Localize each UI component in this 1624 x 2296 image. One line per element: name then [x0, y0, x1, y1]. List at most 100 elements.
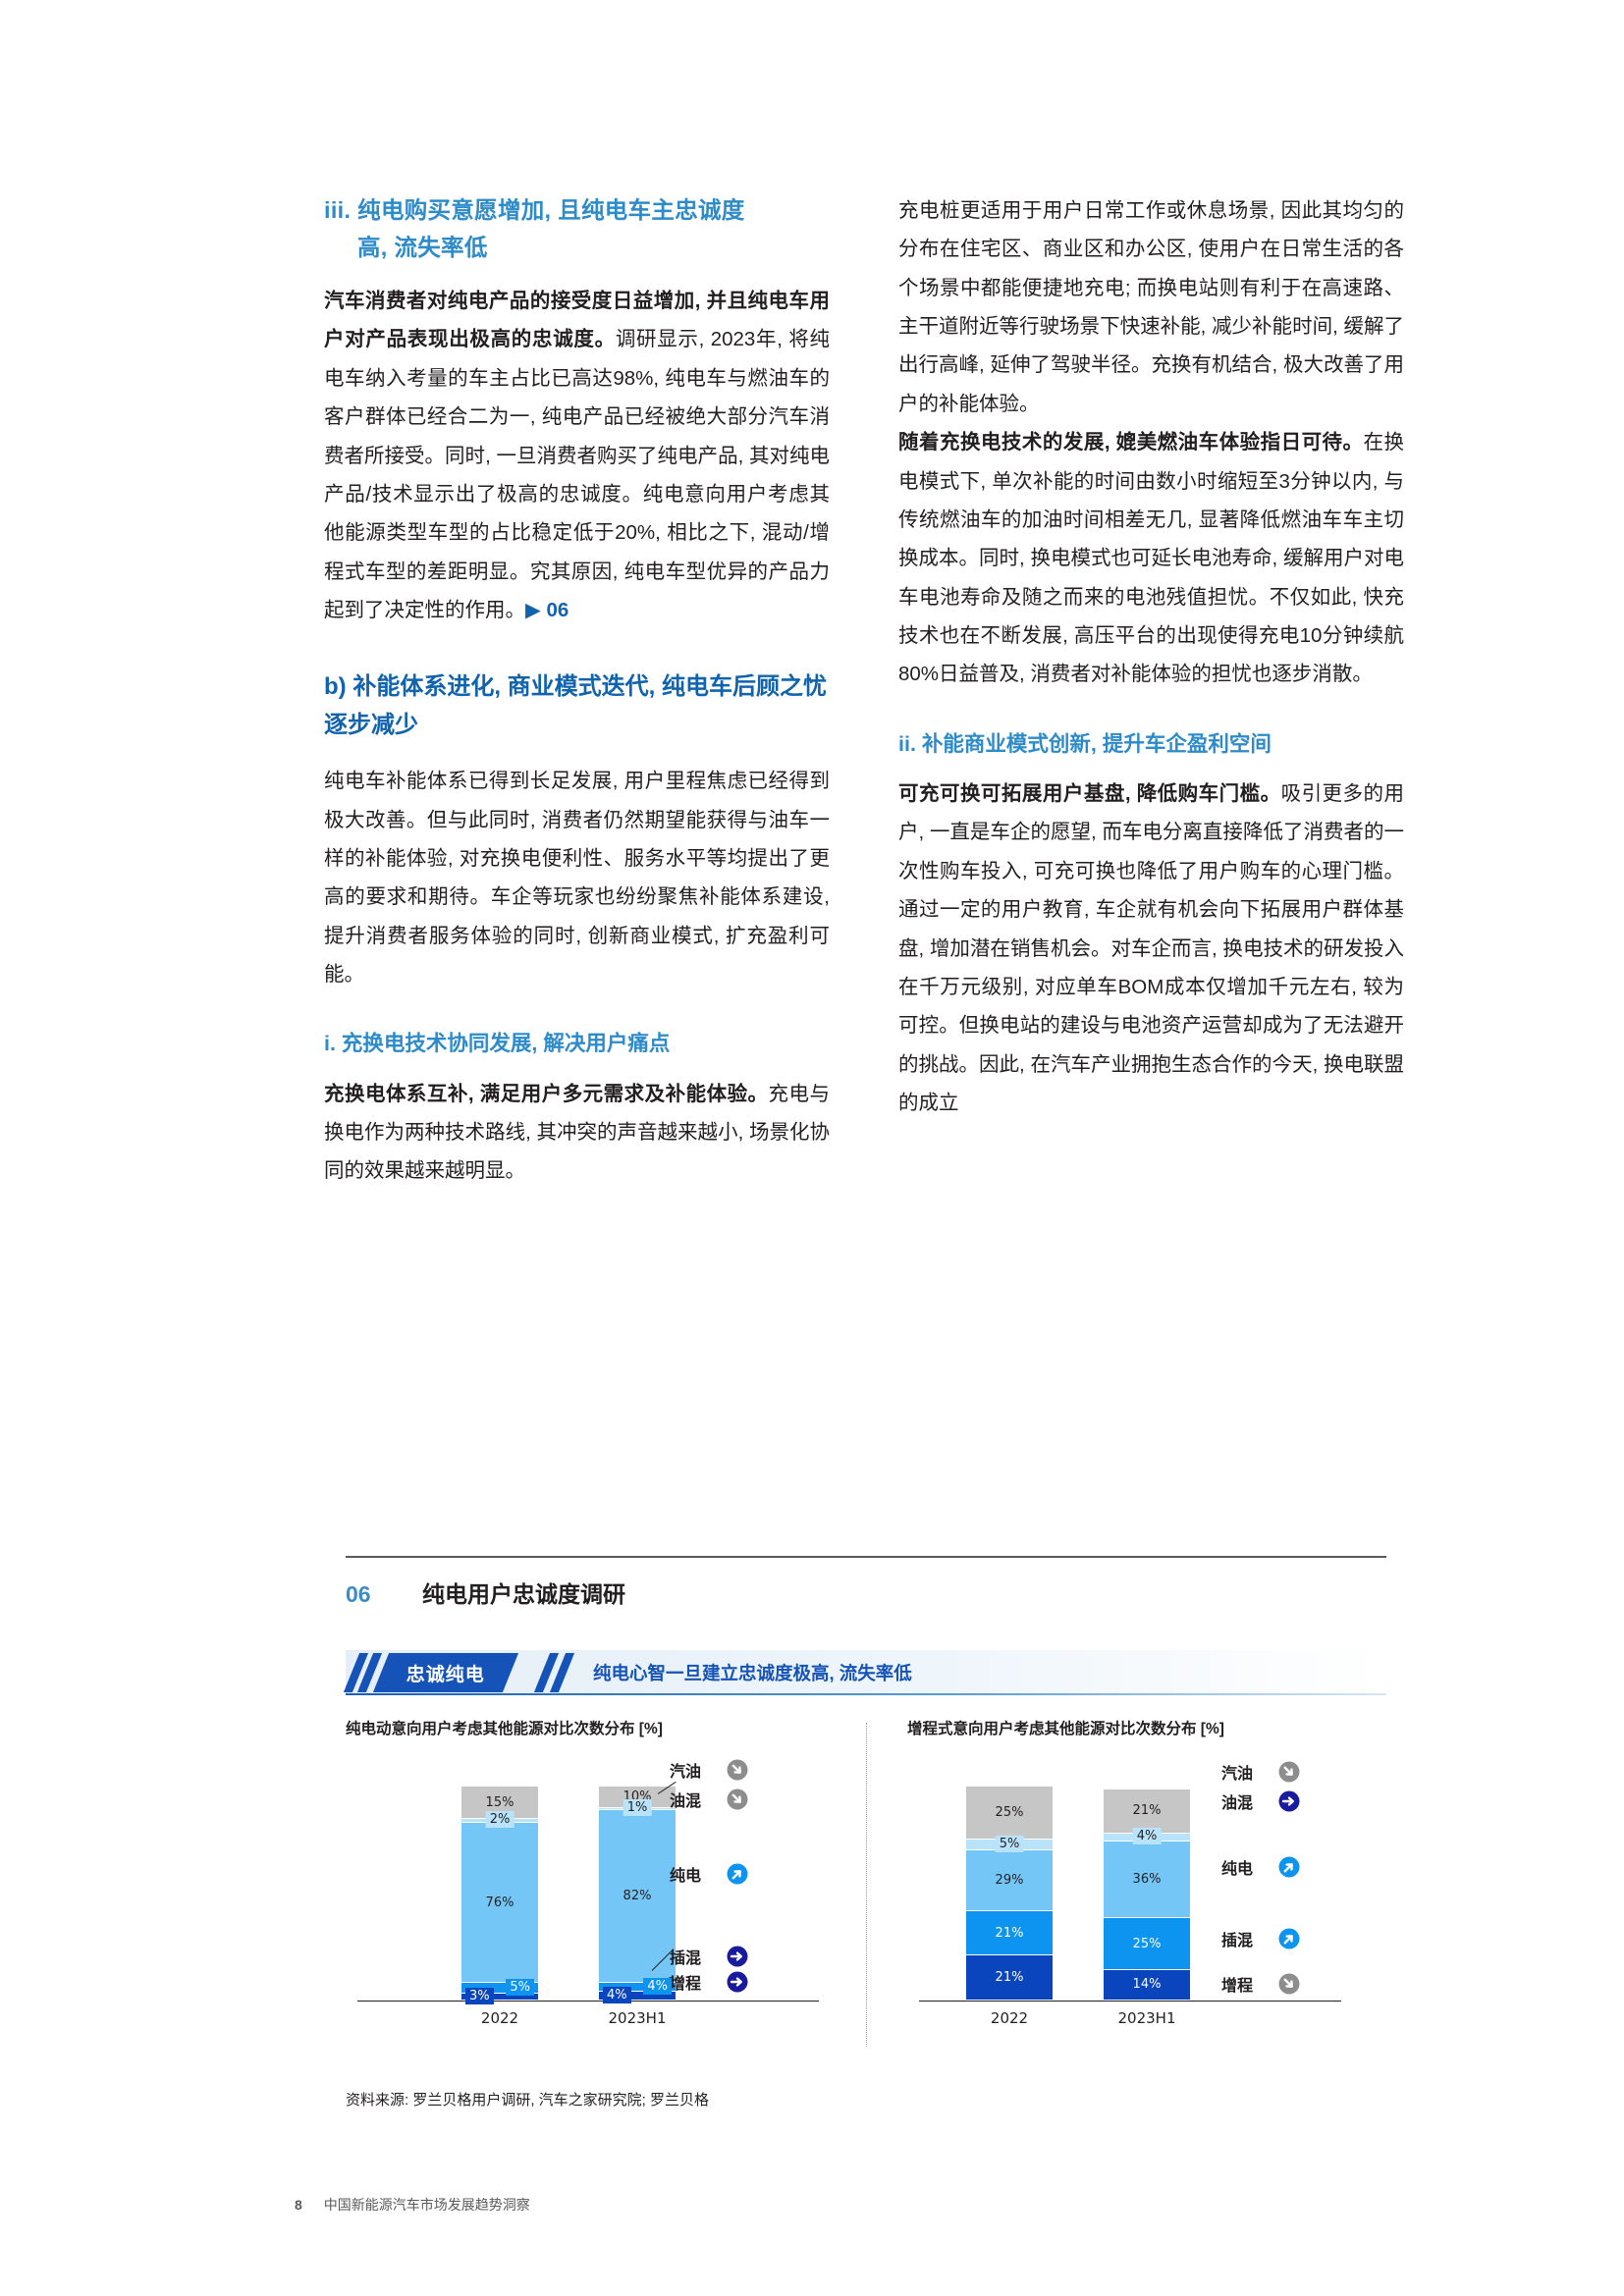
- bar-segment-hybrid: 5%: [966, 1836, 1053, 1852]
- bar-segment-value: 4%: [603, 1986, 631, 2003]
- right-mini-heading-ii: ii. 补能商业模式创新, 提升车企盈利空间: [898, 731, 1272, 756]
- left-paragraph-1: 汽车消费者对纯电产品的接受度日益增加, 并且纯电车用户对产品表现出极高的忠诚度。…: [324, 282, 830, 629]
- chart-bev-loyalty: 纯电动意向用户考虑其他能源对比次数分布 [%] 15% 2% 76% 5% 3% 2022…: [346, 1717, 866, 2037]
- exhibit-06: 06 纯电用户忠诚度调研 忠诚纯电 纯电心智一旦建立忠诚度极高, 流失率低 纯电…: [343, 1556, 1386, 2047]
- exhibit-charts: 纯电动意向用户考虑其他能源对比次数分布 [%] 15% 2% 76% 5% 3% 2022…: [346, 1717, 1386, 2047]
- chart-right-subtitle: 增程式意向用户考虑其他能源对比次数分布 [%]: [907, 1721, 1224, 1737]
- trend-arrow-up-icon: [1278, 1856, 1300, 1878]
- banner-background: [346, 1650, 1386, 1695]
- bar-segment-bev: 82%: [599, 1810, 676, 1984]
- right-text-column: 充电桩更适用于用户日常工作或休息场景, 因此其均匀的分布在住宅区、商业区和办公区…: [898, 191, 1404, 1191]
- chart-right-x-axis: [919, 2000, 1341, 2002]
- legend-item-erev: 增程: [1221, 1972, 1300, 1996]
- bar-segment-hybrid: 2%: [461, 1811, 538, 1829]
- two-column-body: iii. 纯电购买意愿增加, 且纯电车主忠诚度 高, 流失率低 汽车消费者对纯电…: [324, 191, 1404, 1191]
- bar-segment-value: 5%: [506, 1979, 534, 1997]
- trend-arrow-flat-icon: [727, 1946, 748, 1967]
- bar-segment-value: 82%: [623, 1889, 652, 1904]
- banner-tag: 忠诚纯电: [372, 1653, 519, 1692]
- trend-arrow-down-icon: [1278, 1973, 1300, 1995]
- trend-arrow-down-icon: [727, 1759, 748, 1781]
- legend-item-bev: 纯电: [670, 1862, 748, 1886]
- right-paragraph-3-bold: 可充可换可拓展用户基盘, 降低购车门槛。: [898, 782, 1281, 806]
- legend-item-hybrid: 油混: [670, 1788, 748, 1811]
- left-paragraph-1-bold: 汽车消费者对纯电产品的接受度日益增加, 并且纯电车用户对产品表现出极高的忠诚度。: [324, 290, 830, 351]
- right-paragraph-3-rest: 吸引更多的用户, 一直是车企的愿望, 而车电分离直接降低了消费者的一次性购车投入…: [898, 782, 1405, 1114]
- legend-label: 增程: [1221, 1978, 1254, 1995]
- left-paragraph-2: 纯电车补能体系已得到长足发展, 用户里程焦虑已经得到极大改善。但与此同时, 消费…: [324, 770, 830, 986]
- exhibit-top-rule: [346, 1556, 1386, 1558]
- banner-tag-label: 忠诚纯电: [406, 1664, 486, 1685]
- right-paragraph-3: 可充可换可拓展用户基盘, 降低购车门槛。吸引更多的用户, 一直是车企的愿望, 而…: [898, 774, 1404, 1122]
- footer-doc-title: 中国新能源汽车市场发展趋势洞察: [323, 2197, 530, 2213]
- left-paragraph-3: 充换电体系互补, 满足用户多元需求及补能体验。充电与换电作为两种技术路线, 其冲…: [324, 1075, 830, 1191]
- bar-segment-erev: 14%: [1104, 1970, 1190, 2001]
- legend-label: 插混: [670, 1950, 702, 1967]
- bar-segment-erev: 4%: [599, 1986, 676, 2003]
- exhibit-title-row: 06 纯电用户忠诚度调研: [346, 1575, 1386, 1609]
- exhibit-title: 纯电用户忠诚度调研: [422, 1581, 625, 1607]
- exhibit-banner: 忠诚纯电 纯电心智一旦建立忠诚度极高, 流失率低: [343, 1650, 1386, 1695]
- left-paragraph-3-rest: 充电与换电作为两种技术路线, 其冲突的声音越来越小, 场景化协同的效果越来越明显…: [324, 1082, 831, 1183]
- bar-2022: 25% 5% 29% 21% 21% 2022: [966, 1787, 1053, 2027]
- legend-item-bev: 纯电: [1221, 1855, 1300, 1879]
- bar-segment-bev: 76%: [461, 1822, 538, 1984]
- left-subsection-heading-line1: iii. 纯电购买意愿增加, 且纯电车主忠诚度: [324, 197, 745, 223]
- trend-arrow-up-icon: [727, 1863, 748, 1885]
- bar-segment-value: 3%: [465, 1987, 494, 2004]
- legend-item-gasoline: 汽油: [670, 1758, 748, 1782]
- left-mini-heading-i: i. 充换电技术协同发展, 解决用户痛点: [324, 1032, 671, 1056]
- banner-underline: [346, 1693, 1386, 1695]
- page-footer: 8 中国新能源汽车市场发展趋势洞察: [295, 2195, 530, 2215]
- exhibit-source-note: 资料来源: 罗兰贝格用户调研, 汽车之家研究院; 罗兰贝格: [346, 2092, 710, 2109]
- bar-segment-erev: 3%: [461, 1987, 538, 2004]
- trend-arrow-down-icon: [727, 1789, 748, 1810]
- bar-segment-phev: 25%: [1104, 1917, 1190, 1971]
- chart-left-plot: 15% 2% 76% 5% 3% 2022 10% 1% 82% 4% 4% 2023H1 汽油 油混 纯电…: [346, 1752, 866, 2037]
- left-text-column: iii. 纯电购买意愿增加, 且纯电车主忠诚度 高, 流失率低 汽车消费者对纯电…: [324, 191, 830, 1191]
- chart-right-plot: 25% 5% 29% 21% 21% 2022 21% 4% 36% 25% 14% 2023H1 汽油…: [907, 1752, 1386, 2037]
- bar-segment-value: 36%: [1132, 1871, 1162, 1887]
- left-paragraph-3-bold: 充换电体系互补, 满足用户多元需求及补能体验。: [324, 1082, 769, 1105]
- right-paragraph-2-rest: 在换电模式下, 单次补能的时间由数小时缩短至3分钟以内, 与传统燃油车的加油时间…: [898, 431, 1404, 686]
- chart-divider: [866, 1723, 867, 2047]
- bar-segment-gasoline: 21%: [1104, 1789, 1190, 1834]
- trend-arrow-flat-icon: [727, 1971, 748, 1993]
- bar-segment-phev: 4%: [599, 1978, 676, 1996]
- banner-headline: 纯电心智一旦建立忠诚度极高, 流失率低: [593, 1663, 912, 1683]
- bar-segment-hybrid: 1%: [599, 1799, 676, 1817]
- legend-label: 插混: [1221, 1933, 1254, 1949]
- legend-item-phev: 插混: [1221, 1927, 1300, 1950]
- bar-segment-value: 25%: [1132, 1936, 1162, 1951]
- page-number: 8: [295, 2197, 302, 2213]
- bar-segment-value: 2%: [485, 1811, 514, 1829]
- bar-segment-phev: 21%: [966, 1911, 1053, 1956]
- bar-segment-value: 4%: [643, 1978, 672, 1996]
- exhibit-reference-06[interactable]: ▶ 06: [525, 599, 569, 621]
- left-section-heading-b: b) 补能体系进化, 商业模式迭代, 纯电车后顾之忧逐步减少: [324, 673, 827, 738]
- bar-segment-bev: 36%: [1104, 1842, 1190, 1918]
- legend-label: 增程: [670, 1976, 702, 1993]
- bar-2023H1: 21% 4% 36% 25% 14% 2023H1: [1104, 1789, 1190, 2027]
- right-paragraph-2: 随着充换电技术的发展, 媲美燃油车体验指日可待。在换电模式下, 单次补能的时间由…: [898, 423, 1404, 694]
- legend-item-hybrid: 油混: [1221, 1789, 1300, 1813]
- chart-erev-loyalty: 增程式意向用户考虑其他能源对比次数分布 [%] 25% 5% 29% 21% 21% 20…: [866, 1717, 1386, 2037]
- trend-arrow-flat-icon: [1278, 1790, 1300, 1812]
- bar-segment-bev: 29%: [966, 1849, 1053, 1912]
- x-axis-tick-label: 2023H1: [1117, 2008, 1176, 2027]
- bar-2023H1: 10% 1% 82% 4% 4% 2023H1: [599, 1787, 676, 2027]
- bar-segment-value: 14%: [1132, 1977, 1162, 1993]
- trend-arrow-up-icon: [1278, 1928, 1300, 1949]
- left-subsection-heading-line2: 高, 流失率低: [357, 235, 488, 261]
- bar-segment-value: 21%: [1132, 1803, 1162, 1819]
- bar-segment-value: 29%: [995, 1873, 1024, 1889]
- bar-segment-value: 4%: [1132, 1828, 1162, 1845]
- x-axis-tick-label: 2022: [990, 2008, 1029, 2027]
- legend-item-gasoline: 汽油: [1221, 1760, 1300, 1784]
- chart-left-subtitle: 纯电动意向用户考虑其他能源对比次数分布 [%]: [346, 1721, 663, 1737]
- bar-2022: 15% 2% 76% 5% 3% 2022: [461, 1787, 538, 2027]
- legend-label: 油混: [670, 1793, 702, 1810]
- right-paragraph-1: 充电桩更适用于用户日常工作或休息场景, 因此其均匀的分布在住宅区、商业区和办公区…: [898, 199, 1404, 415]
- exhibit-number: 06: [346, 1581, 371, 1607]
